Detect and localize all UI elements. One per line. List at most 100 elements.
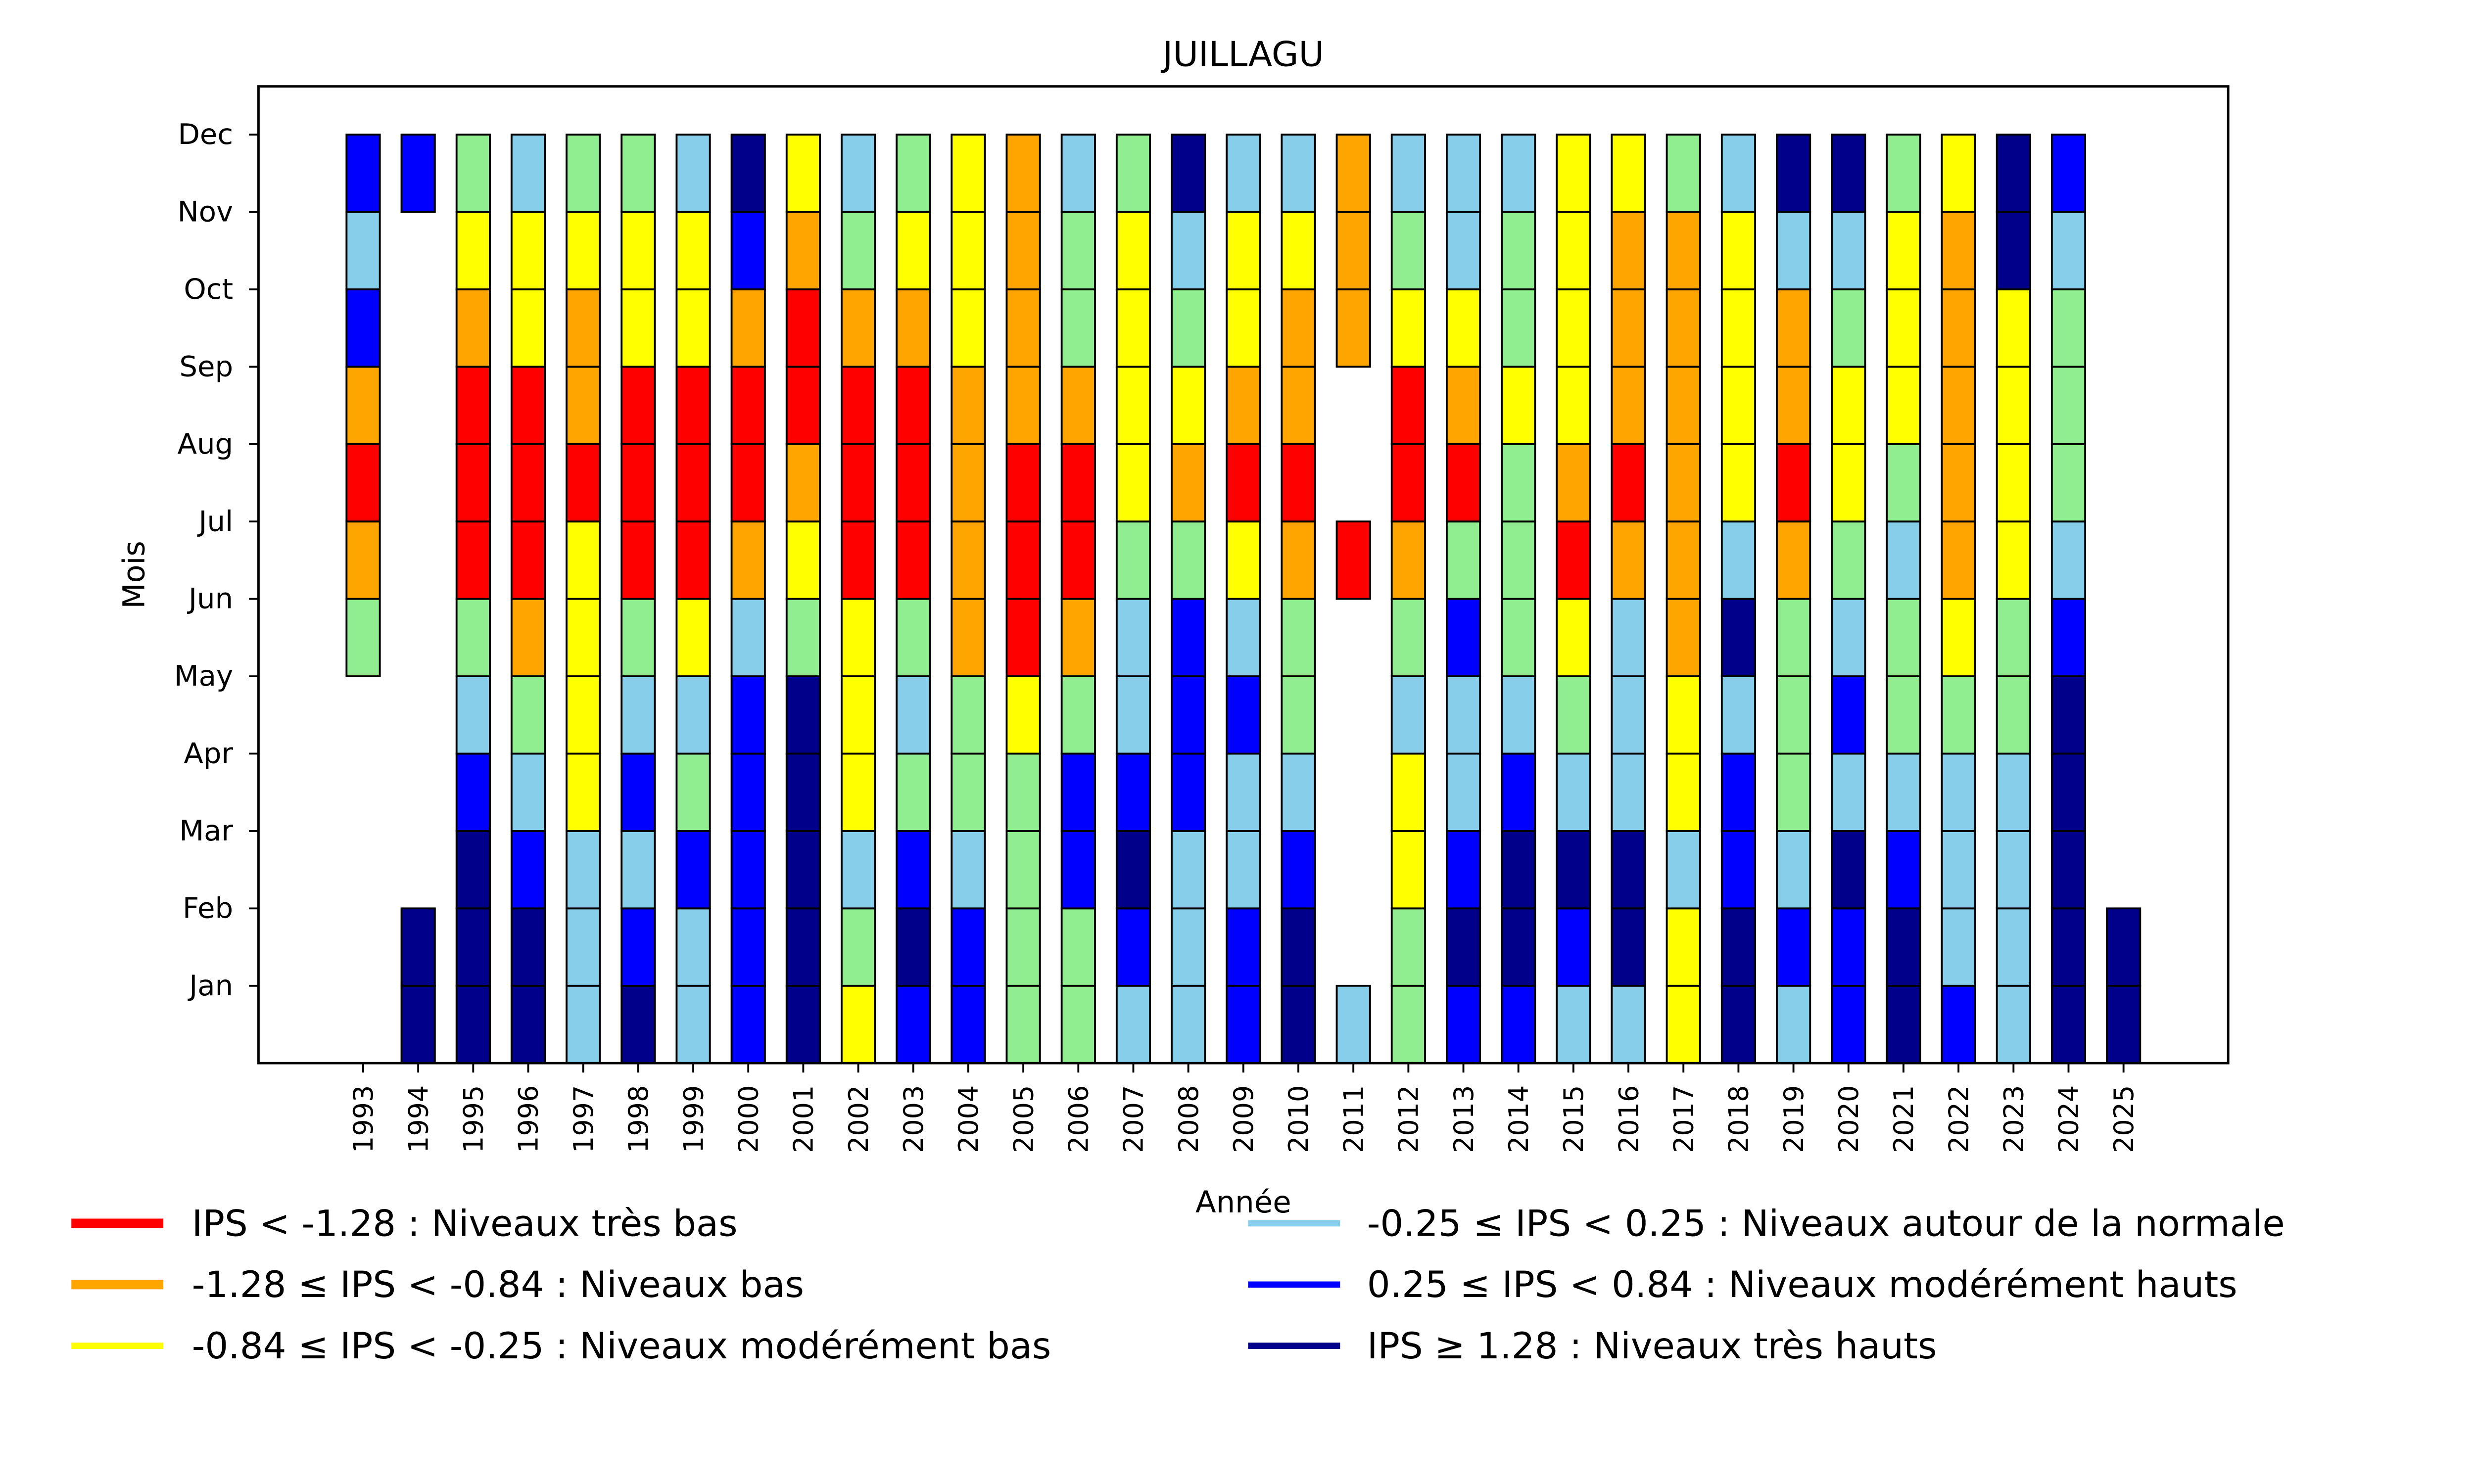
cell-1996-feb [510,907,546,987]
cell-2000-apr [730,752,766,832]
cell-2018-may [1720,675,1757,755]
cell-1996-apr [510,752,546,832]
cell-2024-mar [2050,830,2087,910]
cell-1998-jan [620,984,656,1065]
cell-2001-jul [785,520,821,600]
cell-2022-oct [1941,288,1976,368]
x-tick-label: 2001 [788,1085,819,1153]
cell-2012-aug [1390,443,1426,523]
x-tick-label: 2016 [1613,1085,1644,1153]
cell-2019-feb [1776,907,1811,987]
cell-2000-aug [730,443,766,523]
x-tick-label: 2024 [2053,1085,2084,1153]
x-tick-label: 2008 [1173,1085,1204,1153]
cell-2016-may [1611,675,1646,755]
cell-2007-oct [1115,288,1151,368]
cell-2001-dec [785,134,821,213]
cell-2018-jan [1720,984,1757,1065]
cell-2016-apr [1611,752,1646,832]
cell-2020-feb [1831,907,1866,987]
cell-2000-sep [730,366,766,445]
cell-2006-may [1060,675,1096,755]
cell-2021-mar [1886,830,1921,910]
cell-2021-jan [1886,984,1921,1065]
cell-2020-may [1831,675,1866,755]
cell-2004-dec [951,134,986,213]
cell-1997-mar [566,830,601,910]
cell-2018-oct [1720,288,1757,368]
bars-layer [345,134,2141,1065]
cell-2009-jul [1226,520,1261,600]
cell-1999-sep [675,366,711,445]
cell-2009-aug [1226,443,1261,523]
cell-2021-aug [1886,443,1921,523]
x-tick-label: 2013 [1448,1085,1479,1153]
cell-2003-dec [896,134,931,213]
cell-2010-feb [1281,907,1316,987]
cell-2002-oct [841,288,876,368]
cell-1998-sep [620,366,656,445]
x-tick-label: 2023 [1998,1085,2029,1153]
cell-2003-oct [896,288,931,368]
cell-2018-mar [1720,830,1757,910]
cell-1999-jan [675,984,711,1065]
cell-2010-sep [1281,366,1316,445]
cell-2021-jul [1886,520,1921,600]
cell-2003-mar [896,830,931,910]
cell-1994-feb [400,907,436,987]
cell-1999-may [675,675,711,755]
cell-1993-jun [345,598,381,677]
cell-2013-nov [1445,211,1481,290]
cell-1993-oct [345,288,381,368]
cell-2023-feb [1996,907,2031,987]
cell-2000-feb [730,907,766,987]
x-tick-label: 1997 [568,1085,599,1153]
cell-2020-oct [1831,288,1866,368]
cell-1999-dec [675,134,711,213]
cell-1998-mar [620,830,656,910]
cell-2000-jul [730,520,766,600]
cell-2019-aug [1776,443,1811,523]
legend-label: -0.84 ≤ IPS < -0.25 : Niveaux modérément… [192,1325,1051,1367]
cell-2005-jan [1005,984,1041,1065]
cell-1995-apr [455,752,491,832]
cell-1996-jan [510,984,546,1065]
cell-2006-jun [1060,598,1096,677]
cell-2002-apr [841,752,876,832]
x-tick-label: 2019 [1778,1085,1809,1153]
cell-2024-feb [2050,907,2087,987]
x-tick-label: 2000 [733,1085,764,1153]
x-axis: 1993 1994 1995 1996 1997 1998 1999 2000 2001 2002… [348,1063,2140,1153]
cell-2003-jan [896,984,931,1065]
cell-2014-sep [1501,366,1536,445]
cell-2014-jan [1501,984,1536,1065]
cell-2008-nov [1171,211,1206,290]
cell-2019-may [1776,675,1811,755]
cell-2002-aug [841,443,876,523]
cell-2003-may [896,675,931,755]
cell-2011-jan [1335,984,1371,1065]
cell-1995-nov [455,211,491,290]
cell-2023-mar [1996,830,2031,910]
cell-2008-jun [1171,598,1206,677]
cell-2013-aug [1445,443,1481,523]
cell-1997-feb [566,907,601,987]
cell-1995-jul [455,520,491,600]
cell-2016-dec [1611,134,1646,213]
cell-2014-jun [1501,598,1536,677]
cell-2008-sep [1171,366,1206,445]
cell-1999-apr [675,752,711,832]
cell-2000-jun [730,598,766,677]
cell-2017-jun [1665,598,1701,677]
cell-2007-apr [1115,752,1151,832]
cell-2010-nov [1281,211,1316,290]
cell-2015-apr [1556,752,1591,832]
cell-2021-oct [1886,288,1921,368]
cell-2010-aug [1281,443,1316,523]
x-tick-label: 1996 [513,1085,544,1153]
cell-2010-apr [1281,752,1316,832]
cell-1995-jan [455,984,491,1065]
cell-2021-dec [1886,134,1921,213]
cell-2021-jun [1886,598,1921,677]
cell-2025-feb [2106,907,2141,987]
